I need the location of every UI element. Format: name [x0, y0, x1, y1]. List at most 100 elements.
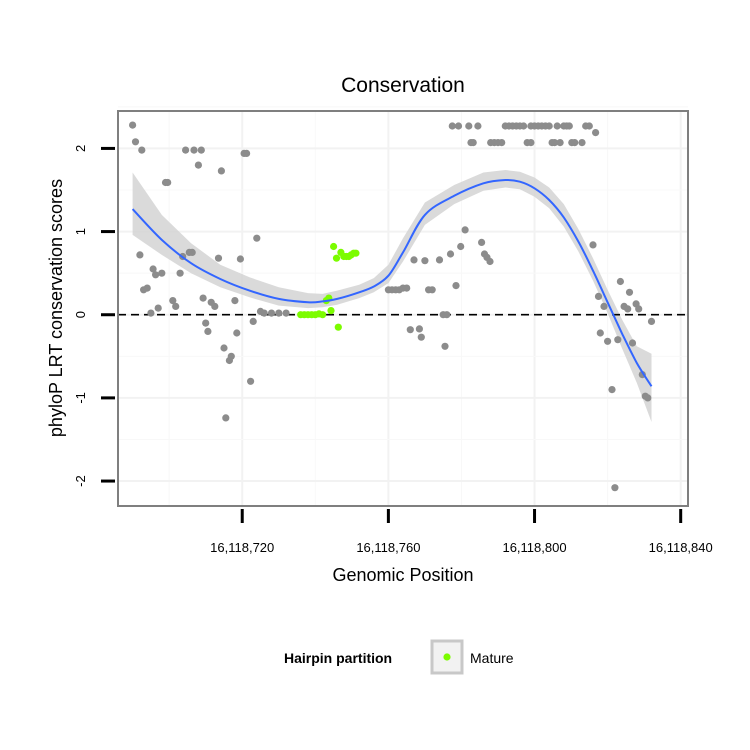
legend: Hairpin partition Mature: [284, 639, 514, 675]
other-point: [158, 269, 166, 277]
other-point: [199, 294, 207, 302]
other-point: [628, 339, 637, 347]
mature-point: [319, 311, 327, 319]
other-point: [604, 337, 612, 345]
other-point: [406, 326, 414, 334]
other-point: [556, 139, 564, 147]
y-tick-label: 0: [73, 311, 88, 318]
other-point: [469, 139, 477, 147]
other-point: [194, 161, 202, 169]
other-point: [220, 344, 228, 352]
grid: [118, 106, 688, 506]
other-point: [443, 311, 451, 319]
other-point: [545, 122, 553, 130]
other-point: [647, 317, 656, 325]
x-tick-label: 16,118,840: [649, 540, 713, 555]
other-point: [421, 257, 429, 265]
other-point: [594, 292, 603, 300]
y-tick-label: 2: [73, 145, 88, 152]
x-tick-label: 16,118,760: [356, 540, 420, 555]
other-point: [202, 319, 210, 327]
x-axis-label: Genomic Position: [332, 565, 473, 585]
other-point: [282, 309, 290, 317]
other-point: [415, 325, 423, 333]
other-point: [147, 309, 155, 317]
other-point: [253, 234, 261, 242]
other-point: [222, 414, 230, 422]
other-point: [403, 284, 411, 292]
other-point: [498, 139, 506, 147]
other-point: [625, 288, 634, 296]
other-point: [164, 178, 172, 187]
other-point: [129, 121, 137, 129]
x-tick-label: 16,118,720: [210, 540, 274, 555]
other-point: [520, 122, 528, 130]
other-point: [417, 333, 425, 341]
chart-title: Conservation: [341, 74, 465, 97]
mature-point: [332, 254, 341, 262]
other-point: [188, 248, 196, 256]
other-point: [465, 122, 473, 130]
other-point: [267, 309, 276, 317]
other-point: [275, 309, 283, 317]
other-point: [644, 394, 652, 402]
other-point: [410, 256, 418, 264]
other-point: [551, 139, 559, 147]
other-point: [616, 277, 625, 286]
y-axis-label: phyloP LRT conservation scores: [46, 179, 66, 437]
mature-point: [330, 242, 338, 251]
other-point: [624, 305, 632, 313]
smooth-curve: [131, 178, 653, 387]
smooth-line: [131, 178, 653, 387]
other-point: [596, 329, 604, 337]
other-point: [446, 250, 455, 258]
other-point: [204, 327, 212, 335]
other-point: [233, 329, 241, 337]
other-point: [608, 386, 616, 394]
other-point: [527, 139, 535, 147]
other-point: [635, 305, 643, 313]
other-point: [190, 146, 198, 154]
mature-point: [334, 323, 342, 331]
other-point: [486, 257, 494, 266]
other-point: [448, 122, 456, 130]
other-point: [138, 146, 146, 154]
other-point: [578, 139, 586, 147]
legend-mature-marker: [443, 653, 451, 661]
other-point: [461, 226, 469, 234]
other-point: [585, 122, 593, 130]
other-point: [149, 265, 157, 273]
other-point: [176, 269, 184, 277]
other-point: [197, 146, 205, 154]
other-point: [154, 304, 162, 312]
other-point: [131, 138, 140, 146]
other-point: [236, 255, 244, 263]
legend-title: Hairpin partition: [284, 650, 392, 666]
other-point: [441, 342, 449, 350]
other-point: [592, 129, 600, 137]
other-point: [260, 309, 268, 317]
other-point: [614, 336, 622, 344]
other-point: [435, 256, 444, 264]
other-point: [136, 251, 144, 259]
other-point: [553, 122, 561, 130]
legend-mature-label: Mature: [470, 650, 514, 666]
other-point: [249, 317, 257, 325]
other-point: [428, 286, 436, 294]
panel-border: [117, 110, 689, 507]
other-point: [214, 254, 223, 262]
other-point: [169, 297, 177, 305]
other-point: [454, 122, 463, 130]
x-tick-label: 16,118,800: [502, 540, 566, 555]
other-point: [172, 302, 180, 310]
other-point: [217, 167, 225, 175]
other-point: [182, 146, 190, 154]
other-point: [571, 139, 579, 147]
axes: 16,118,720 16,118,760 16,118,800 16,118,840…: [73, 145, 713, 555]
other-point: [600, 302, 608, 310]
other-point: [457, 242, 465, 251]
other-point: [565, 122, 573, 130]
y-tick-label: 1: [73, 228, 88, 235]
